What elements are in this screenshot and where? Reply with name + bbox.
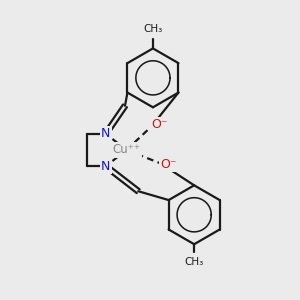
Text: N: N <box>101 160 110 173</box>
Text: CH₃: CH₃ <box>184 257 204 267</box>
Text: CH₃: CH₃ <box>143 24 163 34</box>
Text: N: N <box>101 127 110 140</box>
Text: O⁻: O⁻ <box>160 158 177 171</box>
Text: O⁻: O⁻ <box>152 118 168 130</box>
Text: Cu⁺⁺: Cu⁺⁺ <box>112 143 140 157</box>
